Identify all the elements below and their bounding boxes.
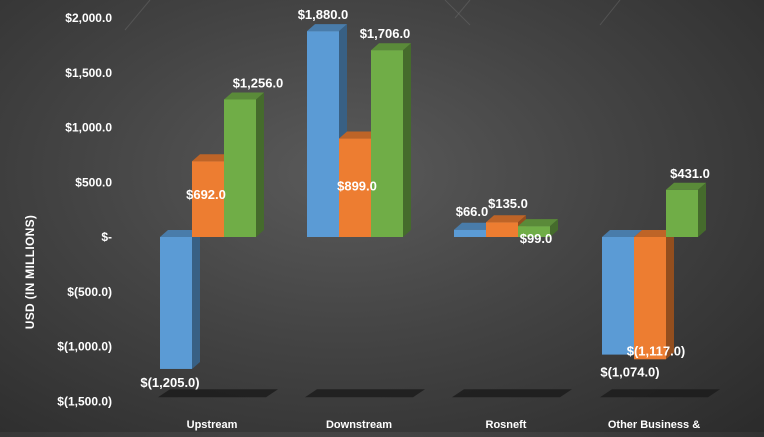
data-label: $1,880.0 bbox=[298, 7, 349, 22]
data-label: $1,256.0 bbox=[233, 75, 284, 90]
bar-top-face bbox=[160, 230, 200, 237]
bar-front-face bbox=[224, 99, 256, 237]
bar-side-face bbox=[550, 219, 558, 237]
category-label: Rosneft bbox=[486, 419, 527, 431]
bar-top-face bbox=[224, 92, 264, 100]
bar-top-face bbox=[666, 182, 706, 190]
bar-side-face bbox=[666, 230, 674, 360]
background-streak bbox=[124, 0, 151, 31]
data-label: $(1,205.0) bbox=[140, 375, 199, 390]
category-floor-shadow bbox=[305, 389, 425, 398]
bar-side-face bbox=[698, 182, 706, 237]
y-tick-label: $1,500.0 bbox=[65, 66, 112, 80]
bar-side-face bbox=[192, 230, 200, 369]
bar-front-face bbox=[192, 161, 224, 237]
y-tick-label: $2,000.0 bbox=[65, 11, 112, 25]
bar-top-face bbox=[634, 230, 674, 237]
data-label: $431.0 bbox=[670, 166, 710, 181]
bar-top-face bbox=[518, 219, 558, 227]
bar-front-face bbox=[518, 226, 550, 237]
bar-side-face bbox=[256, 92, 264, 237]
bar bbox=[666, 182, 706, 237]
category-floor-shadow bbox=[158, 389, 278, 398]
data-label: $99.0 bbox=[520, 231, 553, 246]
category-floor-shadow bbox=[600, 389, 720, 398]
background-streak bbox=[444, 0, 471, 26]
y-axis-title: USD (IN MILLIONS) bbox=[23, 215, 37, 329]
bar bbox=[224, 92, 264, 237]
bar bbox=[371, 43, 411, 238]
bar bbox=[518, 219, 558, 237]
bar-front-face bbox=[634, 237, 666, 360]
gridlines bbox=[124, 0, 621, 31]
background-streak bbox=[599, 0, 621, 26]
y-tick-label: $(1,000.0) bbox=[57, 340, 112, 354]
bars bbox=[160, 24, 706, 369]
category-label: Downstream bbox=[326, 419, 392, 431]
bar-top-face bbox=[307, 24, 347, 32]
bar bbox=[634, 230, 674, 360]
bar-top-face bbox=[339, 131, 379, 139]
y-tick-label: $(500.0) bbox=[67, 285, 112, 299]
bar-front-face bbox=[339, 138, 371, 237]
category-floor-shadows bbox=[158, 389, 720, 398]
data-label: $1,706.0 bbox=[360, 26, 411, 41]
bar-front-face bbox=[371, 50, 403, 238]
category-label: Upstream bbox=[187, 419, 238, 431]
bar-top-face bbox=[602, 230, 642, 237]
data-label: $(1,117.0) bbox=[627, 343, 686, 358]
category-label: Other Business & bbox=[608, 419, 700, 431]
bar-front-face bbox=[160, 237, 192, 369]
bar-front-face bbox=[454, 229, 486, 237]
bar bbox=[160, 230, 200, 369]
bar-top-face bbox=[192, 154, 232, 162]
y-axis-tick-labels: $2,000.0 $1,500.0 $1,000.0 $500.0 $- $(500.0)… bbox=[57, 11, 112, 408]
data-label: $(1,074.0) bbox=[600, 365, 659, 380]
background-streak bbox=[454, 0, 471, 19]
bar-front-face bbox=[602, 237, 634, 355]
bar-front-face bbox=[307, 31, 339, 237]
data-label: $692.0 bbox=[186, 187, 226, 202]
bar-front-face bbox=[666, 189, 698, 237]
category-floor-shadow bbox=[452, 389, 572, 398]
y-tick-label: $- bbox=[101, 230, 112, 244]
bar-top-face bbox=[371, 43, 411, 51]
data-labels: $(1,205.0) $692.0 $1,256.0 $1,880.0 $899.0 $1… bbox=[140, 7, 710, 390]
y-tick-label: $(1,500.0) bbox=[57, 394, 112, 408]
data-label: $66.0 bbox=[456, 204, 489, 219]
bar-top-face bbox=[486, 215, 526, 223]
bar-front-face bbox=[486, 222, 518, 237]
data-label: $135.0 bbox=[488, 196, 528, 211]
x-axis-category-labels: Upstream Downstream Rosneft Other Business … bbox=[187, 419, 701, 431]
y-tick-label: $1,000.0 bbox=[65, 121, 112, 135]
bar-side-face bbox=[403, 43, 411, 238]
data-label: $899.0 bbox=[337, 179, 377, 194]
bar-top-face bbox=[454, 222, 494, 230]
y-tick-label: $500.0 bbox=[75, 175, 112, 189]
